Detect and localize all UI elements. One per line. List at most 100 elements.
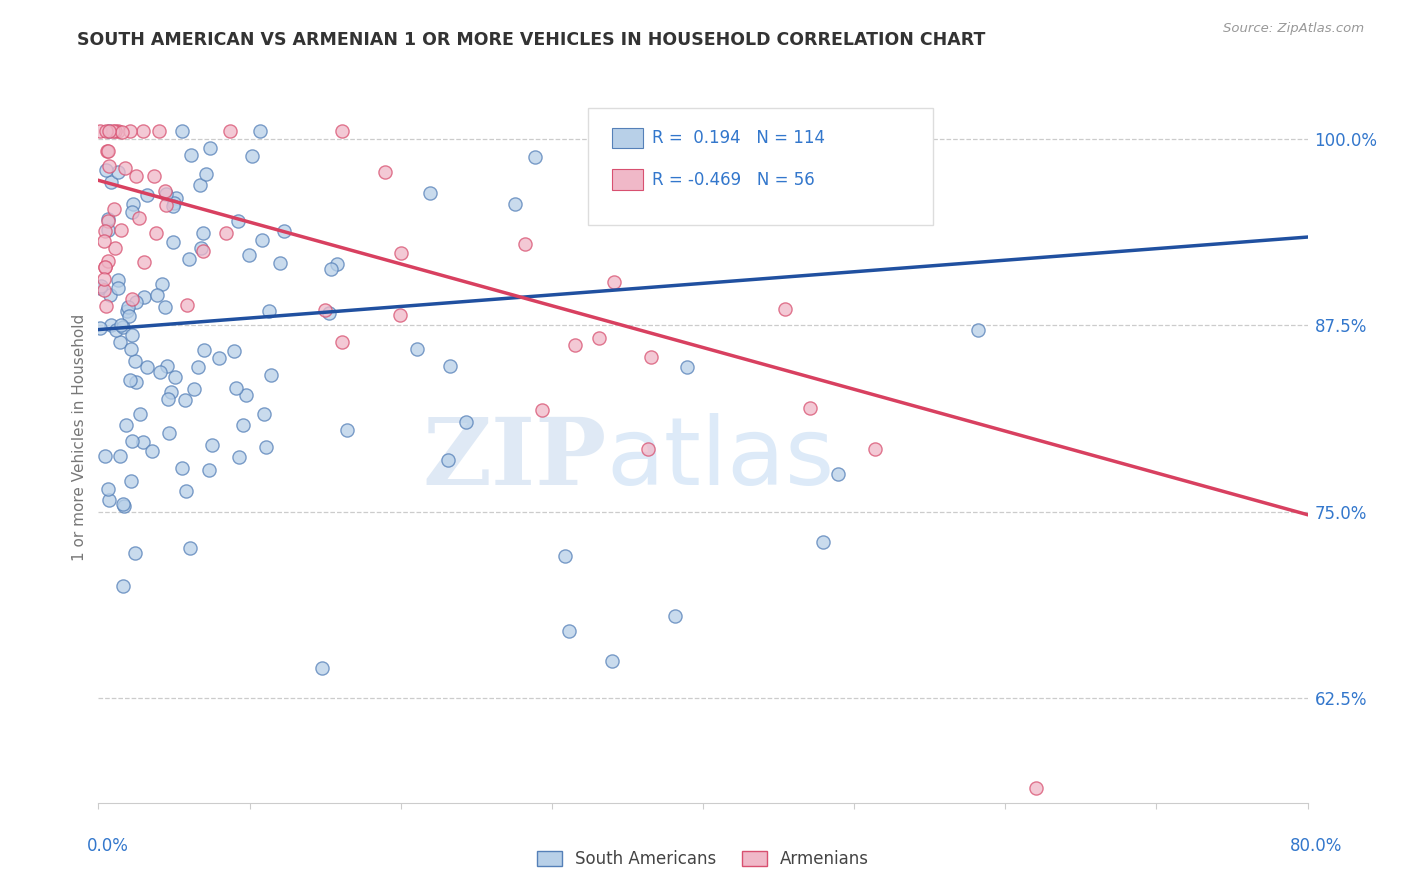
Point xyxy=(1024,780,1046,795)
Point xyxy=(93,283,115,297)
Point xyxy=(110,335,132,350)
Point xyxy=(157,392,180,406)
Point xyxy=(97,254,120,268)
Point xyxy=(120,474,142,488)
FancyBboxPatch shape xyxy=(613,128,643,148)
Point xyxy=(107,273,129,287)
Point xyxy=(94,162,117,177)
Point xyxy=(118,309,141,323)
Point xyxy=(193,244,215,258)
Point xyxy=(811,128,834,142)
Point xyxy=(112,320,135,334)
Point xyxy=(135,360,157,375)
Point xyxy=(557,624,579,639)
Point xyxy=(250,234,273,248)
Point xyxy=(89,281,111,295)
Point xyxy=(170,124,193,138)
Point xyxy=(115,418,138,433)
Point xyxy=(222,344,245,359)
Point xyxy=(232,417,254,432)
Point xyxy=(318,305,340,319)
Point xyxy=(117,300,139,314)
Point xyxy=(273,224,295,238)
Point xyxy=(125,375,148,389)
Point xyxy=(215,227,238,241)
Text: 80.0%: 80.0% xyxy=(1291,837,1343,855)
Text: SOUTH AMERICAN VS ARMENIAN 1 OR MORE VEHICLES IN HOUSEHOLD CORRELATION CHART: SOUTH AMERICAN VS ARMENIAN 1 OR MORE VEH… xyxy=(77,31,986,49)
Point xyxy=(240,149,263,163)
Point xyxy=(143,169,166,183)
Point xyxy=(269,256,291,270)
Point xyxy=(226,214,249,228)
Point xyxy=(311,661,333,675)
Point xyxy=(228,450,250,464)
Point xyxy=(121,292,143,306)
Point xyxy=(98,124,121,138)
Point xyxy=(238,248,260,262)
Point xyxy=(225,381,247,395)
Point xyxy=(254,440,277,454)
Point xyxy=(180,147,202,161)
Point xyxy=(96,124,118,138)
Point xyxy=(107,280,129,294)
Point xyxy=(111,579,134,593)
Point xyxy=(314,303,336,318)
Point xyxy=(257,304,280,318)
Legend: South Americans, Armenians: South Americans, Armenians xyxy=(530,844,876,875)
Point xyxy=(664,609,686,624)
Point xyxy=(165,191,187,205)
Point xyxy=(188,178,211,192)
Point xyxy=(104,323,127,337)
Point xyxy=(120,342,142,356)
Point xyxy=(90,279,112,293)
Point xyxy=(389,309,412,323)
Point xyxy=(131,434,153,449)
Point xyxy=(121,434,143,448)
Point xyxy=(108,449,131,463)
Point xyxy=(174,393,197,408)
Point xyxy=(98,287,121,301)
Point xyxy=(89,124,111,138)
Text: Source: ZipAtlas.com: Source: ZipAtlas.com xyxy=(1223,22,1364,36)
Text: atlas: atlas xyxy=(606,413,835,505)
Point xyxy=(163,196,186,211)
Point xyxy=(107,124,129,138)
Point xyxy=(773,301,796,316)
Point xyxy=(637,442,659,456)
Point xyxy=(640,351,662,365)
Point xyxy=(97,159,120,173)
Point xyxy=(863,442,886,456)
Point xyxy=(155,185,177,199)
Point xyxy=(419,186,441,201)
Point xyxy=(89,321,111,335)
Point xyxy=(330,124,353,138)
Point xyxy=(103,202,125,216)
Point xyxy=(112,497,135,511)
Point xyxy=(115,304,138,318)
Point xyxy=(134,290,156,304)
Point xyxy=(454,415,477,429)
Point xyxy=(121,327,143,342)
Point xyxy=(118,124,141,138)
Point xyxy=(110,223,132,237)
Point xyxy=(100,318,122,332)
Y-axis label: 1 or more Vehicles in Household: 1 or more Vehicles in Household xyxy=(72,313,87,561)
Point xyxy=(162,199,184,213)
Point xyxy=(97,482,120,496)
Point xyxy=(155,198,177,212)
Point xyxy=(602,654,624,668)
Point xyxy=(967,323,990,337)
Point xyxy=(129,407,152,421)
Text: 0.0%: 0.0% xyxy=(87,837,129,855)
Point xyxy=(436,453,458,467)
Point xyxy=(179,541,201,555)
Point xyxy=(97,492,120,507)
Point xyxy=(96,144,118,158)
Point xyxy=(260,368,283,382)
Point xyxy=(319,262,342,277)
Point xyxy=(172,461,194,475)
Point xyxy=(253,407,276,421)
Point xyxy=(374,165,396,179)
Point xyxy=(811,534,834,549)
Point xyxy=(564,338,586,352)
